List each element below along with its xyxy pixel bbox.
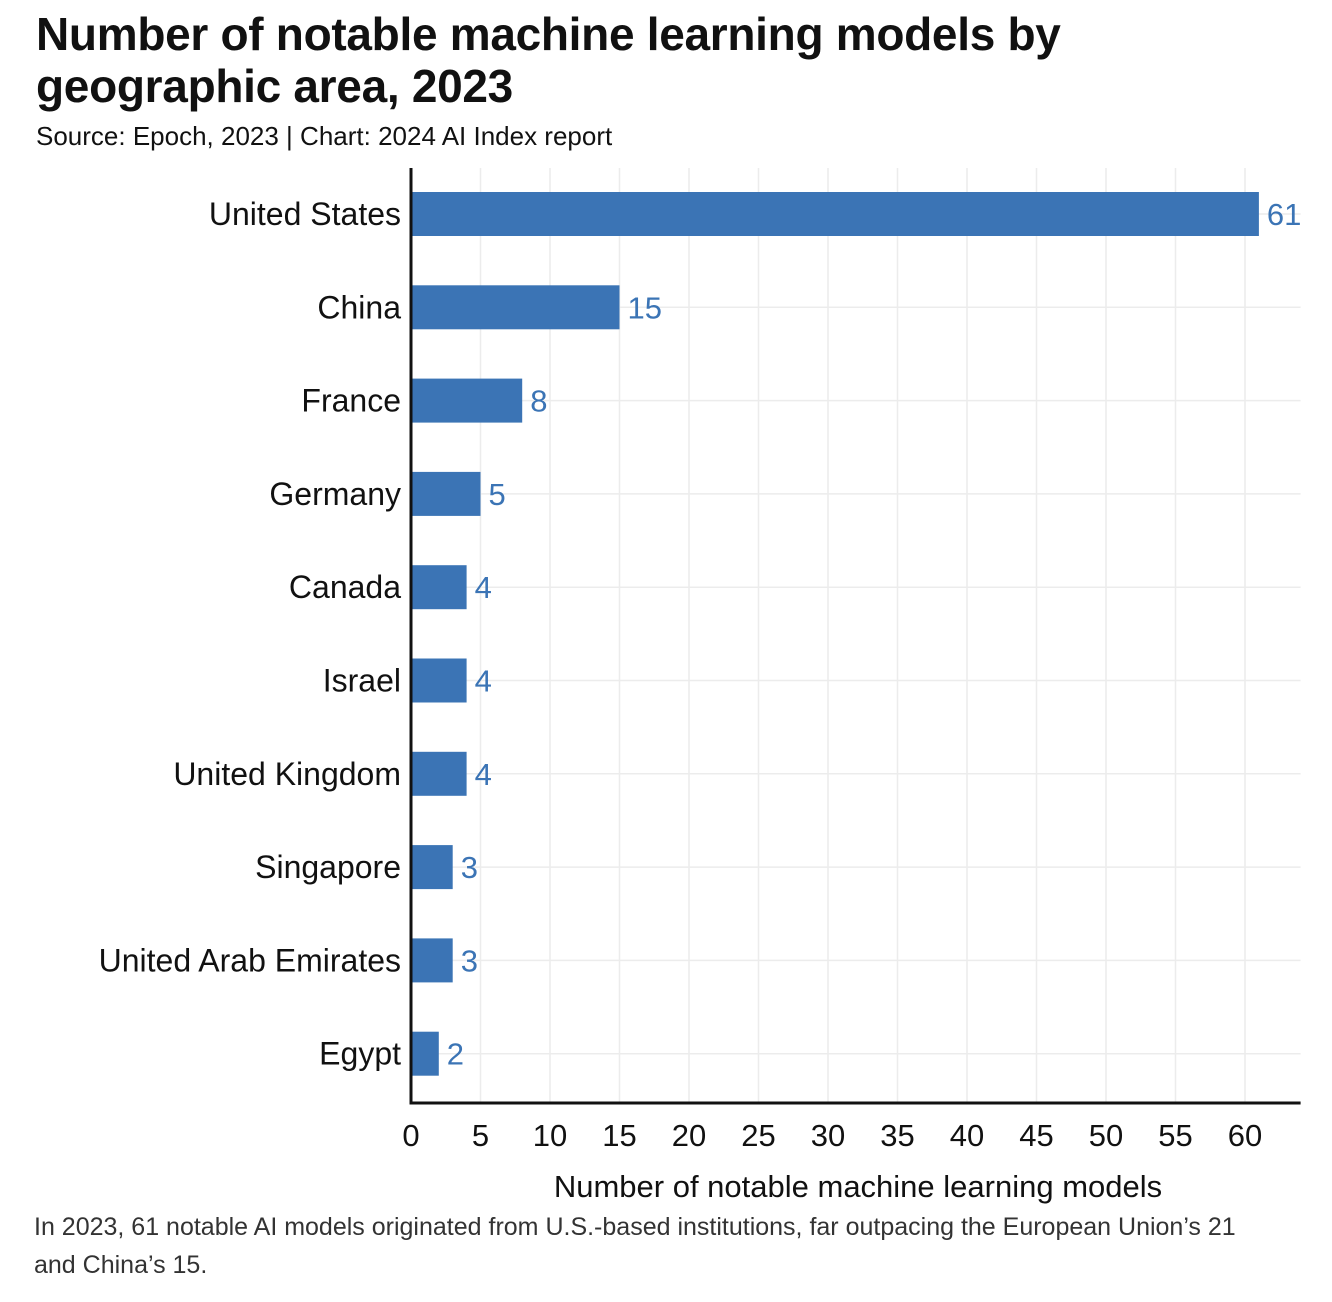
x-tick-label: 55 <box>1158 1118 1192 1153</box>
x-tick-label: 25 <box>741 1118 775 1153</box>
data-label: 8 <box>530 384 547 419</box>
bar <box>411 658 467 703</box>
data-label: 2 <box>447 1037 464 1072</box>
category-label: Germany <box>269 476 401 512</box>
x-tick-label: 5 <box>472 1118 489 1153</box>
category-label: United States <box>209 196 401 232</box>
bar <box>411 192 1259 236</box>
category-label: Canada <box>289 569 401 605</box>
value-labels: 61 15 8 5 4 4 4 3 3 2 <box>447 197 1302 1072</box>
x-tick-label: 10 <box>533 1118 567 1153</box>
bar <box>411 471 481 516</box>
data-label: 4 <box>475 664 492 699</box>
bar <box>411 565 467 610</box>
category-label: United Arab Emirates <box>99 942 401 978</box>
x-tick-label: 15 <box>602 1118 636 1153</box>
category-label: France <box>301 383 401 419</box>
x-tick-label: 30 <box>811 1118 845 1153</box>
x-tick-labels: 0 5 10 15 20 25 30 35 40 45 50 55 60 <box>402 1118 1262 1153</box>
bar <box>411 285 620 330</box>
x-tick-label: 20 <box>672 1118 706 1153</box>
data-label: 3 <box>461 850 478 885</box>
x-tick-label: 35 <box>880 1118 914 1153</box>
chart-caption: In 2023, 61 notable AI models originated… <box>34 1213 1236 1279</box>
bar <box>411 845 453 890</box>
data-label: 4 <box>475 570 492 605</box>
bar <box>411 938 453 983</box>
data-label: 3 <box>461 943 478 978</box>
bar-chart: United States China France Germany Canada Isr… <box>99 168 1302 1204</box>
data-label: 4 <box>475 757 492 792</box>
x-tick-label: 50 <box>1089 1118 1123 1153</box>
bar <box>411 1031 439 1076</box>
x-tick-label: 60 <box>1228 1118 1262 1153</box>
x-tick-label: 0 <box>402 1118 419 1153</box>
chart-title: Number of notable machine learning model… <box>36 8 1061 112</box>
bar <box>411 378 523 423</box>
category-labels: United States China France Germany Canada Isr… <box>99 196 402 1072</box>
x-tick-label: 40 <box>950 1118 984 1153</box>
chart-source: Source: Epoch, 2023 | Chart: 2024 AI Ind… <box>36 121 613 151</box>
x-tick-label: 45 <box>1019 1118 1053 1153</box>
x-axis-title: Number of notable machine learning model… <box>554 1169 1162 1204</box>
axes <box>409 168 1301 1105</box>
data-label: 61 <box>1267 197 1301 232</box>
bar <box>411 751 467 796</box>
category-label: Egypt <box>319 1036 401 1072</box>
category-label: China <box>317 289 401 325</box>
category-label: Singapore <box>255 849 401 885</box>
category-label: Israel <box>323 663 401 699</box>
bars <box>411 192 1259 1076</box>
category-label: United Kingdom <box>173 756 401 792</box>
data-label: 5 <box>489 477 506 512</box>
data-label: 15 <box>628 290 662 325</box>
